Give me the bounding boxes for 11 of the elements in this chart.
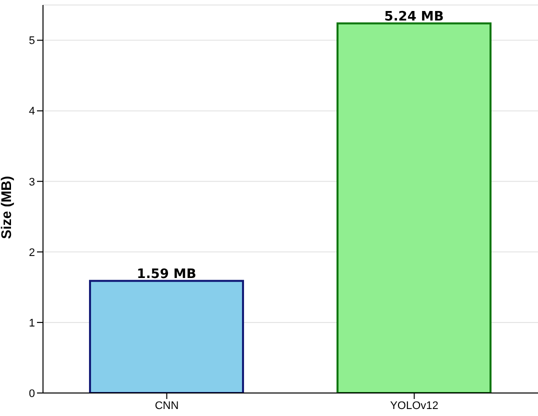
y-axis-title: Size (MB) (0, 176, 14, 239)
x-tick-label: YOLOv12 (390, 400, 438, 412)
data-label: 1.59 MB (136, 266, 196, 282)
y-tick-label: 2 (28, 246, 35, 259)
y-tick-label: 5 (28, 35, 35, 48)
y-tick-label: 3 (28, 176, 35, 188)
y-tick-label: 4 (28, 106, 35, 118)
x-tick-label: CNN (154, 400, 179, 412)
data-label: 5.24 MB (384, 9, 444, 24)
y-tick-label: 0 (28, 388, 35, 400)
y-tick-label: 1 (28, 317, 35, 330)
